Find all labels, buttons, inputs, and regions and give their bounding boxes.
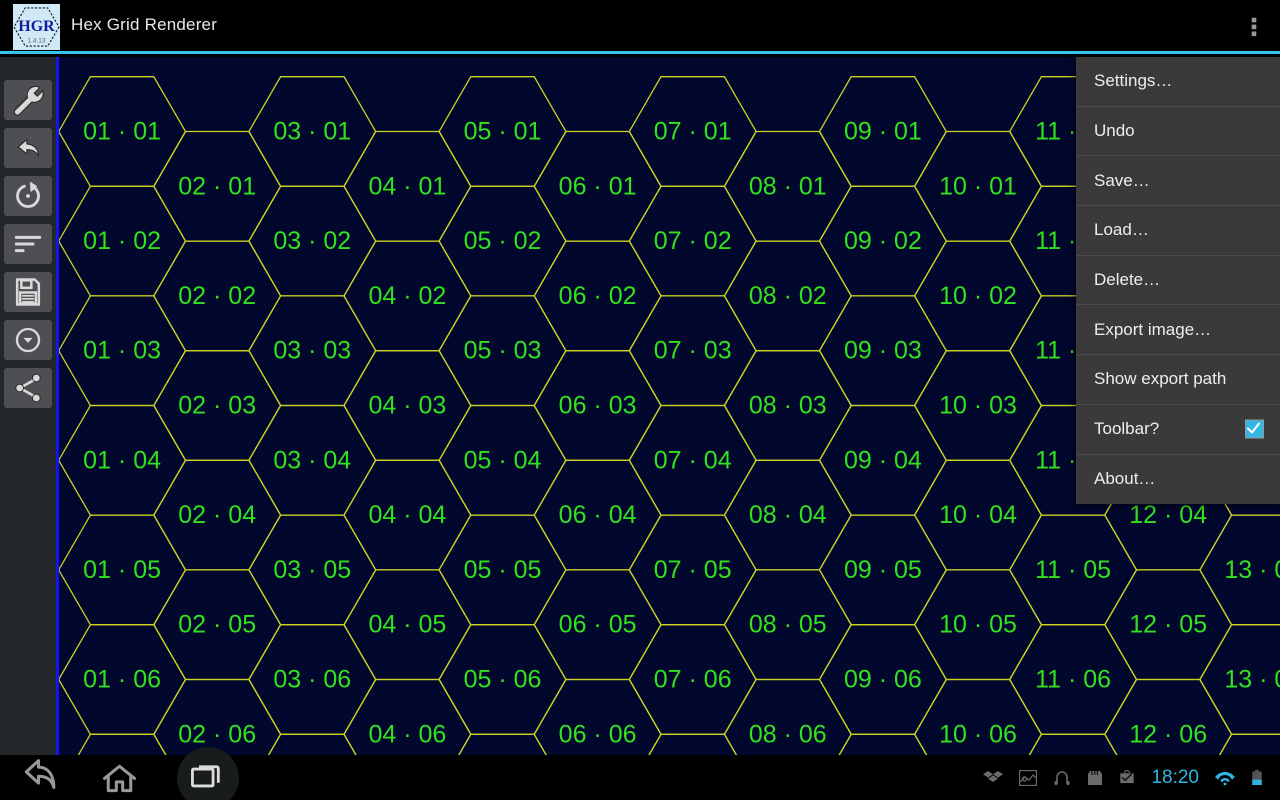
svg-text:12 · 06: 12 · 06: [1129, 720, 1207, 748]
svg-text:09 · 05: 09 · 05: [844, 556, 922, 584]
svg-text:06 · 02: 06 · 02: [559, 282, 637, 310]
svg-text:02 · 05: 02 · 05: [178, 611, 256, 639]
svg-text:08 · 05: 08 · 05: [749, 611, 827, 639]
svg-text:04 · 05: 04 · 05: [368, 611, 446, 639]
svg-text:02 · 02: 02 · 02: [178, 282, 256, 310]
svg-text:02 · 04: 02 · 04: [178, 501, 256, 529]
svg-text:07 · 03: 07 · 03: [654, 337, 732, 365]
svg-text:05 · 04: 05 · 04: [464, 446, 542, 474]
svg-text:12 · 04: 12 · 04: [1129, 501, 1207, 529]
svg-text:03 · 03: 03 · 03: [273, 337, 351, 365]
svg-text:09 · 04: 09 · 04: [844, 446, 922, 474]
svg-text:01 · 02: 01 · 02: [83, 227, 161, 255]
svg-text:01 · 05: 01 · 05: [83, 556, 161, 584]
svg-text:04 · 06: 04 · 06: [368, 720, 446, 748]
svg-text:05 · 03: 05 · 03: [464, 337, 542, 365]
svg-text:07 · 02: 07 · 02: [654, 227, 732, 255]
svg-text:01 · 01: 01 · 01: [83, 118, 161, 146]
svg-text:11 · 06: 11 · 06: [1035, 666, 1111, 694]
svg-text:09 · 01: 09 · 01: [844, 118, 922, 146]
svg-text:10 · 03: 10 · 03: [939, 392, 1017, 420]
svg-text:02 · 03: 02 · 03: [178, 392, 256, 420]
svg-text:09 · 03: 09 · 03: [844, 337, 922, 365]
svg-text:07 · 05: 07 · 05: [654, 556, 732, 584]
svg-text:09 · 06: 09 · 06: [844, 666, 922, 694]
svg-text:08 · 03: 08 · 03: [749, 392, 827, 420]
svg-text:12 · 05: 12 · 05: [1129, 611, 1207, 639]
svg-text:1.4.13: 1.4.13: [27, 38, 45, 45]
svg-text:06 · 06: 06 · 06: [559, 720, 637, 748]
svg-text:03 · 02: 03 · 02: [273, 227, 351, 255]
svg-text:10 · 05: 10 · 05: [939, 611, 1017, 639]
svg-text:05 · 01: 05 · 01: [464, 118, 542, 146]
svg-text:09 · 02: 09 · 02: [844, 227, 922, 255]
svg-text:08 · 04: 08 · 04: [749, 501, 827, 529]
svg-text:02 · 06: 02 · 06: [178, 720, 256, 748]
svg-text:10 · 06: 10 · 06: [939, 720, 1017, 748]
svg-text:11 · 05: 11 · 05: [1035, 556, 1111, 584]
svg-text:05 · 05: 05 · 05: [464, 556, 542, 584]
svg-text:05 · 02: 05 · 02: [464, 227, 542, 255]
svg-text:08 · 02: 08 · 02: [749, 282, 827, 310]
svg-text:03 · 01: 03 · 01: [273, 118, 351, 146]
svg-text:10 · 02: 10 · 02: [939, 282, 1017, 310]
svg-text:10 · 01: 10 · 01: [939, 172, 1017, 200]
svg-text:08 · 06: 08 · 06: [749, 720, 827, 748]
svg-text:07 · 01: 07 · 01: [654, 118, 732, 146]
svg-text:03 · 04: 03 · 04: [273, 446, 351, 474]
svg-text:10 · 04: 10 · 04: [939, 501, 1017, 529]
svg-text:04 · 01: 04 · 01: [368, 172, 446, 200]
svg-text:06 · 05: 06 · 05: [559, 611, 637, 639]
svg-text:02 · 01: 02 · 01: [178, 172, 256, 200]
svg-text:07 · 06: 07 · 06: [654, 666, 732, 694]
svg-text:13 · 06: 13 · 06: [1224, 666, 1280, 694]
svg-text:HGR: HGR: [18, 18, 55, 35]
svg-text:13 · 05: 13 · 05: [1224, 556, 1280, 584]
svg-text:08 · 01: 08 · 01: [749, 172, 827, 200]
svg-text:03 · 05: 03 · 05: [273, 556, 351, 584]
svg-text:04 · 04: 04 · 04: [368, 501, 446, 529]
svg-text:01 · 03: 01 · 03: [83, 337, 161, 365]
svg-text:04 · 02: 04 · 02: [368, 282, 446, 310]
svg-text:06 · 04: 06 · 04: [559, 501, 637, 529]
svg-text:06 · 03: 06 · 03: [559, 392, 637, 420]
svg-text:01 · 06: 01 · 06: [83, 666, 161, 694]
svg-text:07 · 04: 07 · 04: [654, 446, 732, 474]
svg-text:06 · 01: 06 · 01: [559, 172, 637, 200]
svg-text:03 · 06: 03 · 06: [273, 666, 351, 694]
svg-text:05 · 06: 05 · 06: [464, 666, 542, 694]
svg-text:01 · 04: 01 · 04: [83, 446, 161, 474]
svg-text:04 · 03: 04 · 03: [368, 392, 446, 420]
